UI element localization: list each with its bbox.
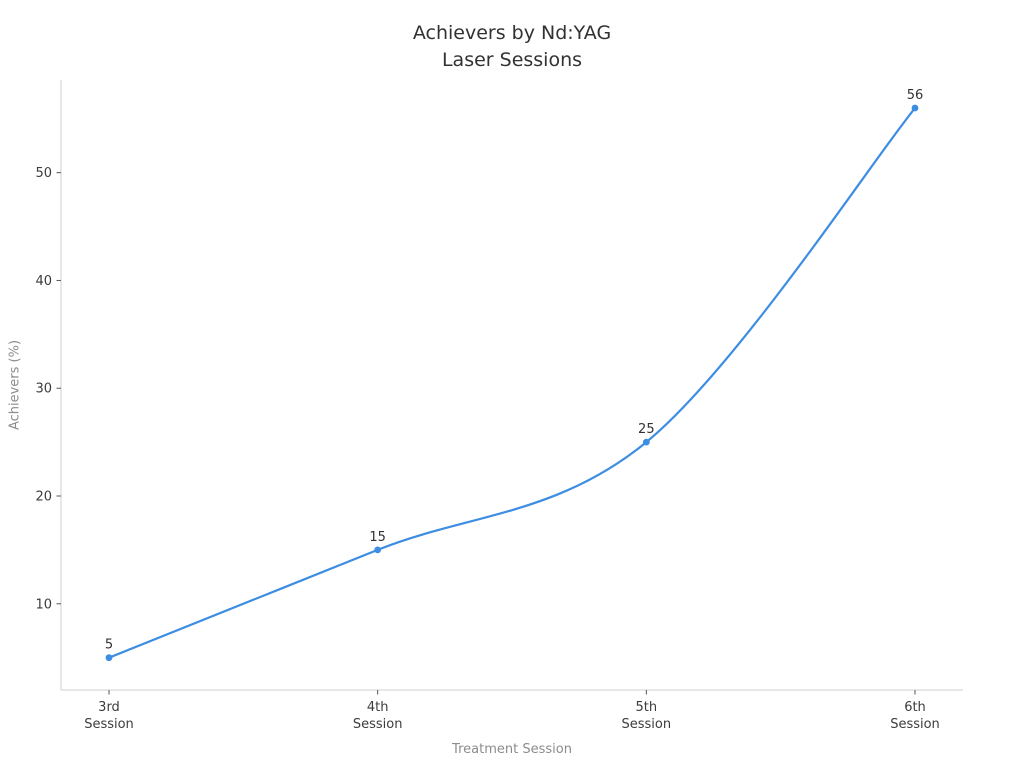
data-point bbox=[911, 104, 919, 112]
x-axis-title: Treatment Session bbox=[452, 742, 572, 757]
chart-title: Achievers by Nd:YAG Laser Sessions bbox=[0, 20, 1024, 74]
y-tick-label: 50 bbox=[35, 166, 52, 181]
x-tick-label: 3rd Session bbox=[84, 700, 134, 732]
data-point-label: 15 bbox=[369, 530, 386, 545]
data-point-label: 56 bbox=[907, 88, 924, 103]
y-tick-label: 30 bbox=[35, 382, 52, 397]
data-line bbox=[107, 106, 917, 659]
data-point-label: 5 bbox=[105, 638, 113, 653]
data-point-label: 25 bbox=[638, 422, 655, 437]
x-tick-label: 5th Session bbox=[622, 700, 672, 732]
chart-title-line2: Laser Sessions bbox=[441, 49, 583, 71]
x-tick-label: 6th Session bbox=[890, 700, 940, 732]
y-tick-label: 20 bbox=[35, 490, 52, 505]
y-tick-label: 40 bbox=[35, 274, 52, 289]
data-point bbox=[642, 438, 650, 446]
data-point bbox=[105, 654, 113, 662]
data-point bbox=[374, 546, 382, 554]
y-tick-label: 10 bbox=[35, 597, 52, 612]
x-tick-label: 4th Session bbox=[353, 700, 403, 732]
chart-title-line1: Achievers by Nd:YAG bbox=[412, 22, 612, 44]
